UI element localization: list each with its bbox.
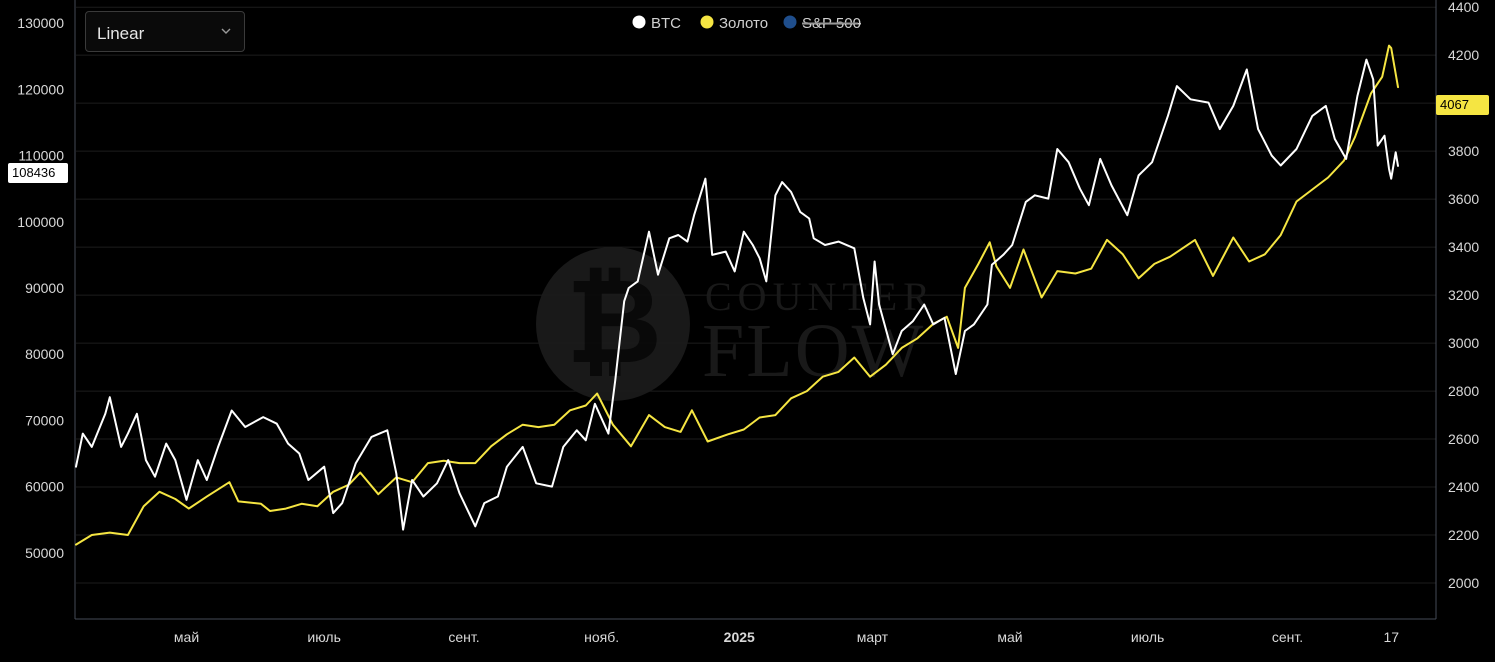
y-left-tick-label: 50000 [25, 545, 64, 561]
legend-swatch[interactable] [783, 15, 797, 29]
series-layer [75, 44, 1399, 546]
y-left-tick-label: 90000 [25, 280, 64, 296]
btc-last-value-marker: 108436 [8, 163, 68, 183]
y-right-tick-label: 2000 [1448, 575, 1479, 591]
y-right-tick-label: 2400 [1448, 479, 1479, 495]
bitcoin-symbol-icon: ₿ [566, 256, 662, 388]
series-line-gold [75, 44, 1399, 546]
x-tick-label: май [997, 629, 1022, 645]
scale-select-value: Linear [97, 24, 145, 43]
y-left-tick-label: 100000 [17, 214, 64, 230]
legend: BTC Золото S&P 500 [632, 15, 861, 32]
scale-select[interactable]: Linear [85, 11, 245, 52]
bitcoin-logo-icon [536, 247, 690, 401]
gold-last-value-marker: 4067 [1436, 95, 1489, 115]
watermark-line2: FLOW [702, 309, 925, 393]
y-right-tick-label: 4200 [1448, 47, 1479, 63]
x-tick-label: май [174, 629, 199, 645]
x-tick-label: июль [307, 629, 340, 645]
x-axis-ticks: май июль сент. нояб. 2025 март май июль сент. 17 [174, 629, 1399, 645]
x-tick-label: сент. [1272, 629, 1303, 645]
y-left-tick-label: 70000 [25, 412, 64, 428]
series-line-btc [75, 58, 1399, 531]
y-right-tick-label: 3800 [1448, 143, 1479, 159]
legend-label[interactable]: Золото [719, 15, 768, 32]
y-right-tick-label: 2600 [1448, 431, 1479, 447]
y-right-tick-label: 2800 [1448, 383, 1479, 399]
legend-swatch[interactable] [632, 15, 646, 29]
y-left-tick-label: 80000 [25, 346, 64, 362]
y-left-tick-label: 110000 [18, 148, 64, 164]
x-tick-label: 2025 [724, 629, 755, 645]
legend-swatch[interactable] [700, 15, 714, 29]
y-right-tick-label: 3000 [1448, 335, 1479, 351]
y-left-tick-label: 60000 [25, 479, 64, 495]
y-right-tick-label: 4400 [1448, 0, 1479, 15]
y-right-tick-label: 3200 [1448, 287, 1479, 303]
x-tick-label: нояб. [584, 629, 619, 645]
y-right-tick-label: 3600 [1448, 191, 1479, 207]
y-left-tick-label: 130000 [17, 15, 64, 31]
x-tick-label: март [857, 629, 889, 645]
watermark: ₿ COUNTER FLOW [536, 247, 936, 401]
x-tick-label: июль [1131, 629, 1164, 645]
legend-label[interactable]: BTC [651, 15, 681, 32]
watermark-line1: COUNTER [705, 274, 936, 319]
x-tick-label: 17 [1383, 629, 1399, 645]
left-axis-ticks: 50000 60000 70000 80000 90000 100000 110000 120… [17, 15, 64, 561]
y-left-tick-label: 120000 [17, 81, 64, 97]
y-right-tick-label: 2200 [1448, 527, 1479, 543]
chevron-down-icon [221, 28, 231, 34]
x-tick-label: сент. [448, 629, 479, 645]
y-right-tick-label: 3400 [1448, 239, 1479, 255]
